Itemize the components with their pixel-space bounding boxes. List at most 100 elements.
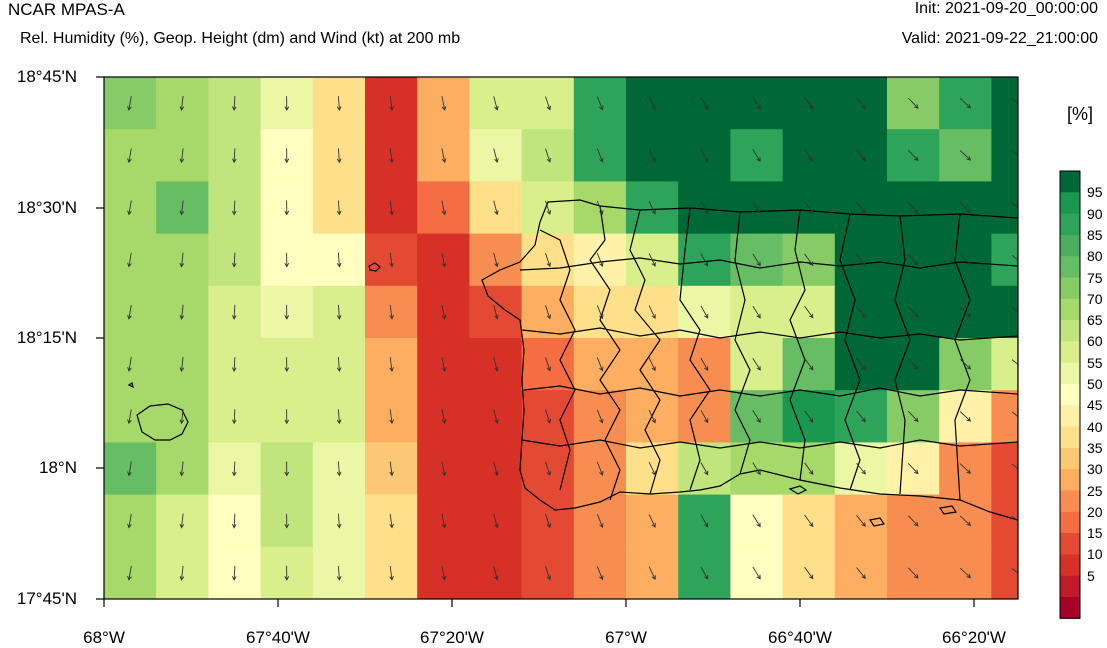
wind-arrow [752,305,761,319]
rh-cell [365,599,418,647]
wind-arrow [389,409,394,425]
wind-arrow [959,358,972,370]
colorbar-swatch [1060,384,1080,406]
wind-arrow [441,461,447,477]
wind-arrow [700,305,709,319]
wind-arrow [179,409,185,425]
plot-subtitle: Rel. Humidity (%), Geop. Height (dm) and… [20,30,461,47]
wind-arrow [596,566,604,581]
wind-arrow [179,357,185,373]
wind-arrow [284,252,290,268]
wind-arrow [700,514,709,528]
wind-arrow [596,200,604,215]
wind-arrow [752,566,761,580]
axis-ticks [96,76,975,607]
wind-arrow [700,201,709,215]
wind-arrow [700,253,709,267]
wind-arrow [231,252,237,268]
wind-arrow [545,461,552,476]
colorbar-swatch [1060,320,1080,342]
wind-arrow [752,357,761,371]
wind-arrow [127,252,132,268]
coastline-boundaries [127,199,1018,527]
colorbar-label: 95 [1087,184,1103,201]
wind-arrow [545,148,552,163]
wind-arrow [959,515,972,527]
wind-arrow [493,357,499,372]
wind-arrow [907,254,919,266]
colorbar-label: 30 [1087,461,1103,478]
wind-arrow [649,619,655,632]
wind-arrow [127,148,132,164]
rh-cell [156,599,209,647]
wind-arrow [389,357,394,372]
wind-arrow [336,96,342,112]
wind-arrow [493,304,499,320]
wind-arrow [127,200,132,216]
wind-arrow [752,149,761,162]
wind-arrow [857,620,866,631]
wind-arrow [336,148,342,164]
wind-arrow [493,409,499,425]
colorbar-label: 55 [1087,354,1103,371]
colorbar-swatch [1060,426,1080,449]
wind-arrow [804,253,814,267]
wind-arrow [336,461,342,477]
wind-arrow [284,200,290,216]
rh-cell [522,599,575,647]
wind-arrow [231,409,237,425]
colorbar-swatch [1060,277,1080,300]
rh-cell [991,77,1018,130]
wind-arrow [752,201,761,215]
wind-arrow [907,149,919,162]
wind-arrow [907,515,919,527]
rh-grid [104,77,1018,647]
wind-arrow [596,357,604,372]
wind-arrow [493,461,499,477]
lon-label: 66°20'W [942,628,1006,647]
wind-arrow [545,96,552,111]
wind-arrow [127,357,132,372]
wind-arrow [959,150,972,161]
wind-arrow [545,305,552,320]
wind-arrow [179,461,185,477]
wind-arrow [493,148,499,164]
wind-arrow [179,513,185,529]
wind-arrow [752,410,761,423]
wind-arrow [752,96,761,110]
colorbar-swatch [1060,298,1080,321]
wind-arrow [804,566,814,580]
colorbar-swatch [1060,597,1080,619]
wind-arrow [441,304,447,320]
wind-arrow [336,252,342,268]
wind-arrow [441,252,447,268]
wind-arrow [389,200,394,216]
wind-arrow [390,618,394,632]
wind-arrow [700,566,709,580]
colorbar-swatch [1060,511,1080,534]
wind-arrow [179,200,185,216]
wind-arrow [127,565,132,581]
colorbar-swatch [1060,490,1080,513]
wind-arrow [179,565,185,581]
wind-arrow [231,200,237,216]
wind-arrow [700,148,709,163]
wind-arrow [648,462,656,476]
wind-arrow [700,409,709,424]
colorbar-swatch [1060,234,1080,257]
colorbar-label: 85 [1087,226,1103,243]
colorbar-label: 75 [1087,269,1103,286]
rh-cell [887,599,940,647]
wind-arrow [127,461,132,477]
wind-arrow [545,409,552,424]
wind-arrow [493,96,499,111]
wind-arrow [179,252,185,268]
colorbar-swatch [1060,256,1080,278]
valid-time: Valid: 2021-09-22_21:00:00 [901,30,1098,47]
wind-arrow [959,306,972,318]
init-time: Init: 2021-09-20_00:00:00 [914,0,1098,17]
lon-label: 66°40'W [768,628,832,647]
colorbar-label: 35 [1087,439,1103,456]
wind-arrow [389,565,394,581]
